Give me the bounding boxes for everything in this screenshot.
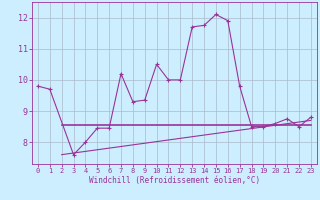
X-axis label: Windchill (Refroidissement éolien,°C): Windchill (Refroidissement éolien,°C) <box>89 176 260 185</box>
